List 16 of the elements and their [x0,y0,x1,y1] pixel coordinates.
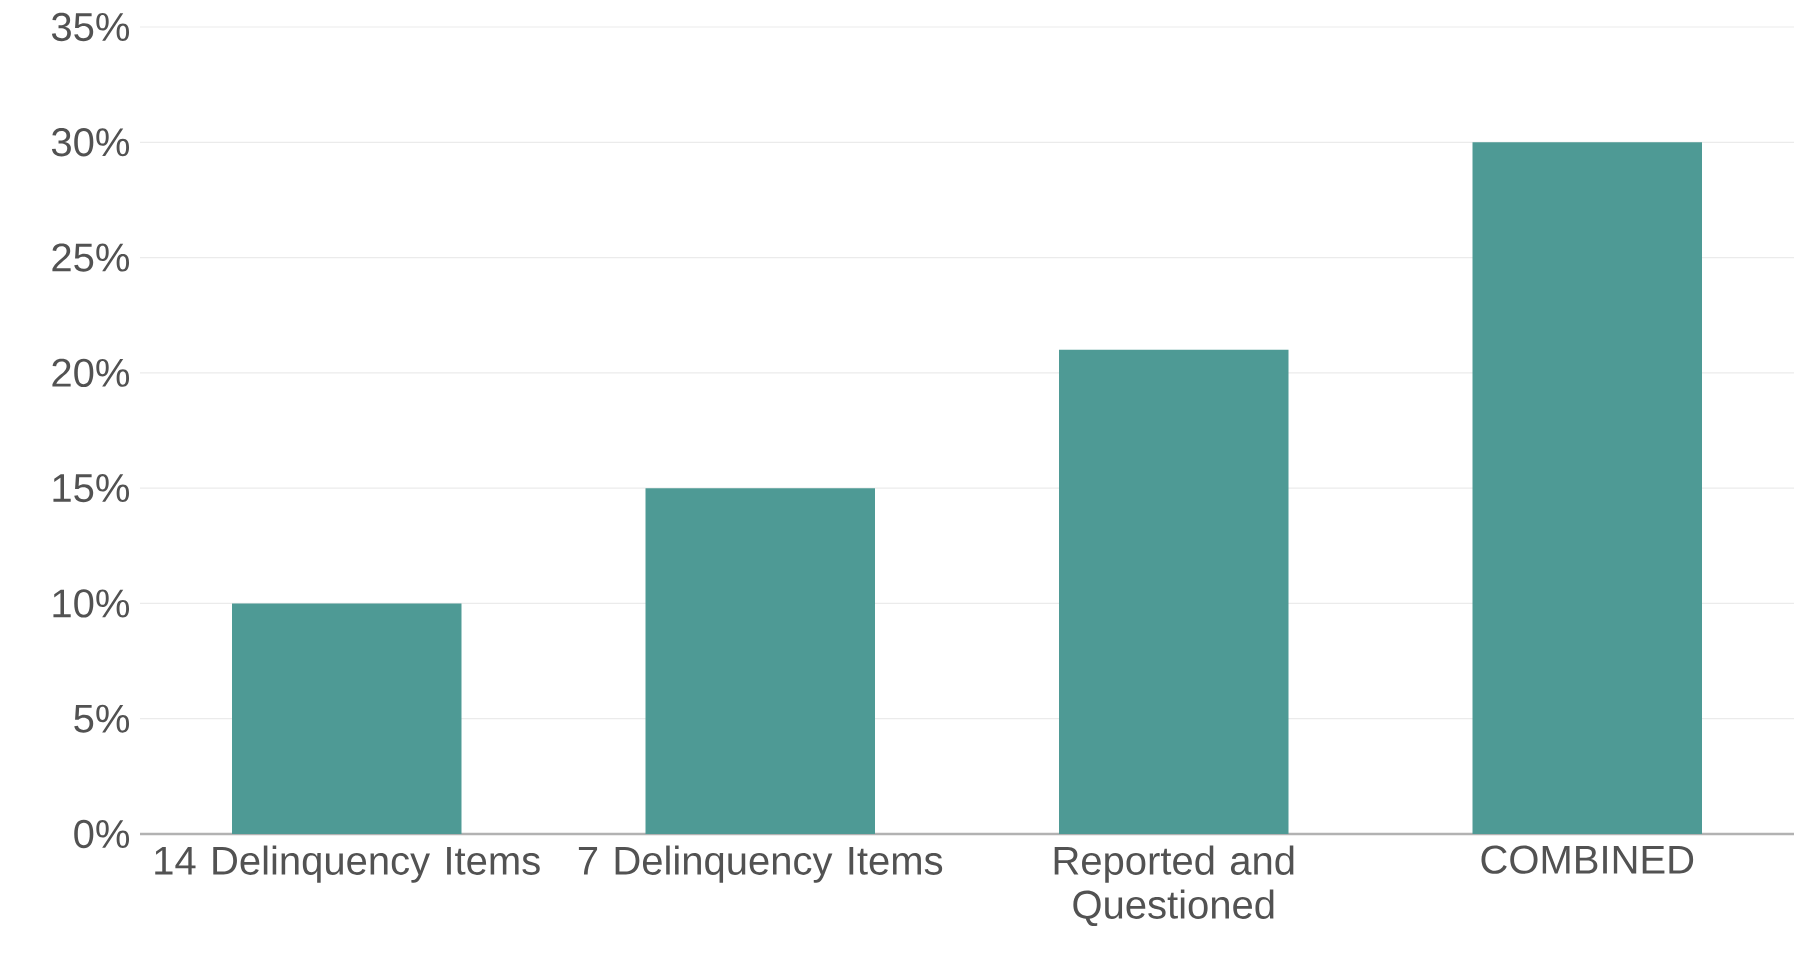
x-tick-label: 14 Delinquency Items [155,845,540,883]
y-tick-label: 10% [53,589,130,618]
x-tick-label: COMBINED [1481,845,1694,874]
bar [232,603,462,834]
x-tick-label: 7 Delinquency Items [578,845,943,883]
bar [645,488,875,834]
bar [1472,142,1702,834]
y-tick-label: 5% [74,704,130,733]
x-tick-label: Reported and Questioned [1054,845,1294,927]
y-tick-label: 25% [52,243,130,272]
bar [1059,349,1289,834]
y-tick-label: 30% [51,128,130,157]
y-tick-label: 20% [52,358,130,388]
y-tick-label: 0% [74,819,130,849]
y-tick-label: 15% [53,474,130,503]
y-tick-label: 35% [51,12,130,42]
